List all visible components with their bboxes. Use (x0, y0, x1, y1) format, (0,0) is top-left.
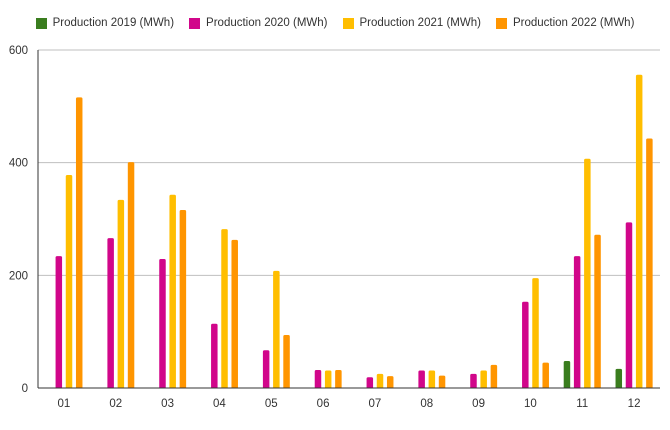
x-tick-label: 03 (161, 398, 174, 410)
bar-2022-04[interactable] (231, 239, 238, 388)
bar-2021-10[interactable] (532, 278, 539, 388)
y-tick-label: 200 (9, 270, 28, 282)
x-tick-label: 06 (317, 398, 330, 410)
x-tick-label: 01 (58, 398, 71, 410)
bar-2020-09[interactable] (470, 373, 477, 388)
bar-2021-03[interactable] (169, 194, 176, 388)
legend-item-2019[interactable]: Production 2019 (MWh) (35, 17, 175, 29)
bar-2022-09[interactable] (490, 364, 498, 388)
bar-2020-07[interactable] (366, 377, 374, 388)
legend-item-2021[interactable]: Production 2021 (MWh) (342, 17, 481, 29)
x-tick-label: 12 (628, 398, 641, 410)
bar-2021-08[interactable] (428, 370, 436, 388)
legend-item-2022[interactable]: Production 2022 (MWh) (495, 17, 635, 29)
legend-swatch-2020 (189, 17, 201, 29)
bar-2021-06[interactable] (324, 370, 332, 388)
legend-item-2020[interactable]: Production 2020 (MWh) (189, 17, 328, 29)
bar-2021-05[interactable] (273, 270, 280, 388)
legend-label-2019: Production 2019 (MWh) (52, 17, 175, 29)
bar-2020-05[interactable] (262, 350, 270, 388)
bar-2021-04[interactable] (221, 229, 228, 388)
x-tick-label: 02 (109, 398, 122, 410)
chart-legend: Production 2019 (MWh) Production 2020 (M… (0, 17, 670, 29)
bar-2022-12[interactable] (646, 138, 653, 388)
bar-2021-09[interactable] (480, 370, 487, 388)
x-tick-label: 04 (213, 398, 226, 410)
bar-2020-06[interactable] (314, 369, 322, 388)
bar-2020-04[interactable] (211, 323, 218, 388)
bar-2020-08[interactable] (418, 370, 425, 388)
legend-swatch-2019 (35, 17, 47, 29)
x-tick-label: 10 (524, 398, 537, 410)
legend-swatch-2022 (495, 17, 507, 29)
bar-2021-07[interactable] (376, 373, 384, 388)
bar-2021-11[interactable] (584, 158, 591, 388)
bar-2022-11[interactable] (594, 234, 601, 388)
bar-2019-12[interactable] (615, 368, 623, 388)
bar-2020-03[interactable] (159, 258, 166, 388)
bar-2020-02[interactable] (107, 238, 114, 388)
legend-label-2020: Production 2020 (MWh) (206, 17, 328, 29)
bar-2020-12[interactable] (625, 222, 633, 388)
bar-2022-06[interactable] (335, 369, 342, 388)
bar-2022-03[interactable] (179, 209, 187, 388)
y-tick-label: 0 (22, 383, 28, 395)
x-tick-label: 07 (369, 398, 382, 410)
legend-swatch-2021 (342, 17, 354, 29)
bar-2020-10[interactable] (522, 301, 529, 388)
bar-2022-10[interactable] (542, 362, 549, 388)
x-tick-label: 09 (472, 398, 485, 410)
bar-2022-08[interactable] (438, 375, 446, 388)
bar-2020-01[interactable] (55, 256, 63, 388)
bar-2020-11[interactable] (573, 256, 581, 388)
x-tick-label: 11 (576, 398, 588, 410)
y-tick-label: 600 (9, 45, 28, 57)
legend-label-2021: Production 2021 (MWh) (359, 17, 481, 29)
bar-2019-11[interactable] (563, 360, 571, 388)
y-tick-label: 400 (9, 158, 28, 170)
x-tick-label: 08 (420, 398, 433, 410)
x-tick-label: 05 (265, 398, 278, 410)
bar-2022-01[interactable] (75, 97, 83, 388)
bar-2022-02[interactable] (127, 162, 135, 388)
bar-2021-12[interactable] (635, 74, 643, 388)
bar-2021-02[interactable] (117, 199, 125, 388)
bar-2022-07[interactable] (386, 376, 394, 388)
bar-2022-05[interactable] (283, 335, 290, 388)
legend-label-2022: Production 2022 (MWh) (512, 17, 635, 29)
bar-2021-01[interactable] (65, 175, 73, 388)
